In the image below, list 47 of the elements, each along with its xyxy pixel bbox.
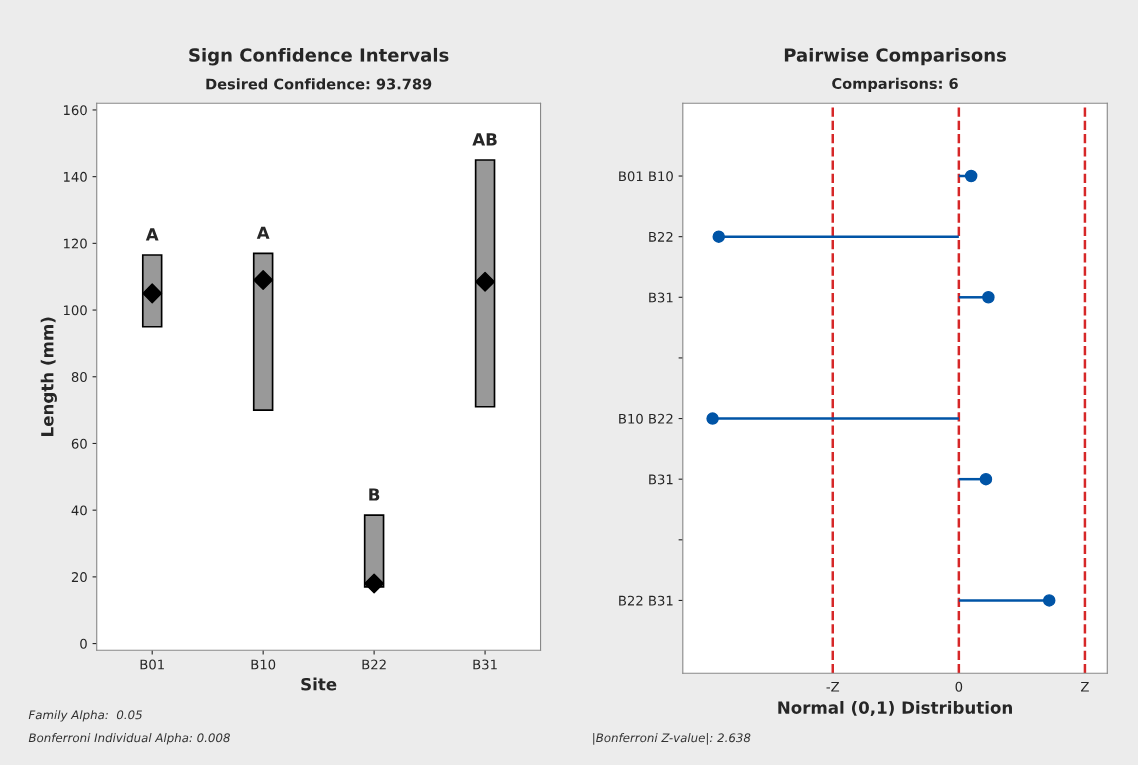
y-tick-label: B22 [649, 231, 673, 242]
point [1042, 594, 1056, 607]
y-tick-label: 120 [63, 238, 87, 249]
point [706, 412, 719, 425]
y-tick-label: B31 [649, 292, 673, 303]
y-tick-label: 140 [63, 171, 87, 182]
point [979, 472, 993, 486]
point [364, 573, 385, 594]
chart-title: Pairwise Comparisons [784, 47, 1006, 66]
y-tick-label: B01 B10 [619, 171, 673, 182]
text: Bonferroni Individual Alpha: 0.008 [28, 733, 230, 745]
bar [474, 159, 496, 408]
x-tick-label: B22 [362, 659, 386, 670]
x-tick-label: B01 [140, 659, 164, 670]
data-label: AB [472, 133, 497, 146]
y-tick-label: 0 [80, 638, 87, 649]
point [712, 230, 725, 243]
ref-line-label: 0 [955, 681, 963, 692]
y-tick-label: B10 B22 [619, 413, 673, 424]
text: |Bonferroni Z-value|: 2.638 [593, 733, 751, 745]
bar [252, 252, 274, 411]
data-label: A [256, 226, 270, 239]
y-tick-label: 20 [71, 572, 87, 583]
ref-line-label: -Z [826, 681, 840, 692]
chart-title: Sign Confidence Intervals [189, 47, 449, 66]
chart-subtitle: Comparisons: 6 [832, 77, 958, 92]
point [253, 270, 274, 291]
y-tick-label: B31 [649, 474, 673, 485]
data-label: B [369, 488, 380, 501]
y-tick-label: 160 [63, 105, 87, 116]
y-tick-label: 60 [71, 438, 87, 449]
data-label: A [145, 228, 159, 241]
y-tick-label: 80 [71, 371, 87, 382]
x-axis-title: Site [301, 677, 337, 691]
chart-subtitle: Desired Confidence: 93.789 [206, 78, 432, 90]
text: Family Alpha: 0.05 [28, 710, 142, 722]
y-tick-label: 40 [71, 505, 87, 516]
y-tick-label: 100 [63, 305, 87, 316]
y-axis-title: Length (mm) [40, 317, 57, 436]
ref-line-label: Z [1081, 681, 1089, 692]
point [475, 271, 496, 292]
x-tick-label: B31 [473, 659, 497, 670]
x-axis-title: Normal (0,1) Distribution [778, 700, 1012, 717]
y-tick-label: B22 B31 [619, 595, 673, 606]
x-tick-label: B10 [251, 659, 276, 670]
point [964, 169, 978, 183]
point [982, 291, 995, 304]
